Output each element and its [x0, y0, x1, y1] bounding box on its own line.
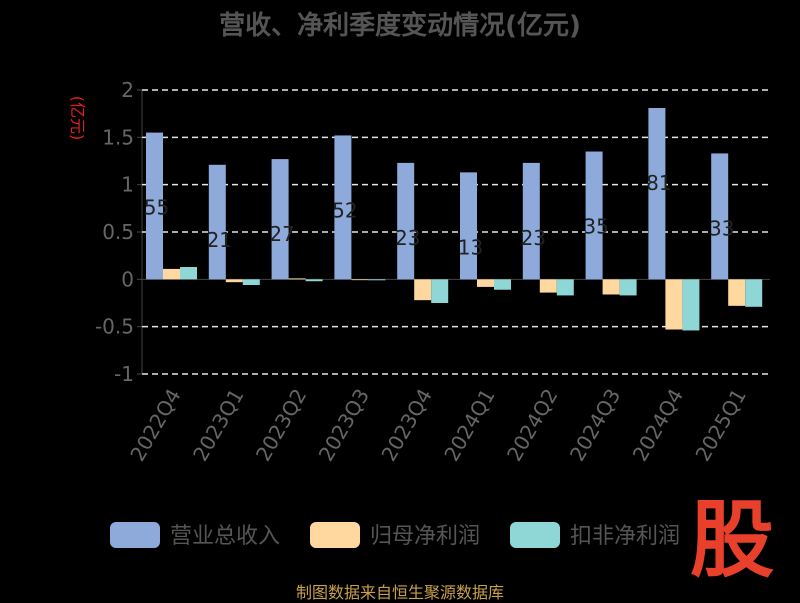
y-tick-label: 1 — [121, 173, 134, 197]
chart-title: 营收、净利季度变动情况(亿元) — [219, 10, 581, 41]
bar-3 — [619, 279, 637, 296]
legend-swatch-1 — [110, 522, 160, 548]
y-tick-label: -0.5 — [95, 315, 134, 339]
bar-value-label: 23 — [521, 226, 546, 250]
y-axis-ticks: 2 1.5 1 0.5 0 -0.5 -1 — [95, 78, 142, 386]
y-tick-label: 0.5 — [102, 220, 134, 244]
source-note: 制图数据来自恒生聚源数据库 — [295, 583, 504, 602]
bar-3 — [556, 279, 574, 296]
bar-1 — [648, 107, 666, 280]
bar-3 — [494, 279, 511, 290]
x-tick-label: 2025Q1 — [690, 385, 750, 466]
bar-2 — [351, 279, 369, 281]
legend-label-1: 营业总收入 — [170, 524, 280, 549]
x-tick-label: 2023Q2 — [251, 385, 311, 466]
bar-value-label: 52 — [332, 198, 357, 222]
bar-2 — [602, 279, 620, 295]
bar-value-label: 27 — [269, 222, 294, 246]
bar-value-label: 23 — [395, 226, 420, 250]
bar-1 — [460, 172, 477, 280]
bar-3 — [305, 279, 323, 282]
bar-3 — [242, 279, 260, 286]
bar-2 — [414, 279, 432, 301]
legend-swatch-3 — [510, 522, 560, 548]
y-tick-label: 2 — [121, 78, 134, 102]
bar-2 — [225, 279, 243, 283]
y-tick-label: 1.5 — [102, 125, 134, 149]
legend-label-2: 归母净利润 — [370, 524, 480, 549]
bars: 55 21 27 52 23 13 23 35 81 33 — [144, 107, 763, 331]
x-tick-label: 2024Q4 — [628, 385, 688, 466]
bar-3 — [180, 267, 197, 280]
bar-2 — [728, 279, 746, 306]
bar-2 — [477, 279, 494, 287]
bar-3 — [745, 279, 763, 307]
bar-3 — [682, 279, 700, 331]
x-tick-label: 2023Q1 — [188, 385, 248, 466]
bar-2 — [539, 279, 557, 293]
bar-1 — [522, 162, 540, 280]
brand-logo: 股 — [690, 490, 775, 589]
x-tick-label: 2024Q2 — [502, 385, 562, 466]
bar-value-label: 33 — [709, 216, 734, 240]
bar-1 — [208, 164, 226, 280]
legend: 营业总收入 归母净利润 扣非净利润 — [110, 522, 680, 549]
y-axis-label: (亿元) — [68, 96, 87, 141]
bar-value-label: 81 — [646, 171, 671, 195]
x-tick-label: 2024Q3 — [565, 385, 625, 466]
legend-label-3: 扣非净利润 — [570, 524, 680, 549]
bar-value-label: 13 — [458, 235, 483, 259]
x-tick-label: 2023Q3 — [314, 385, 374, 466]
y-tick-label: -1 — [114, 362, 134, 386]
gridlines — [141, 89, 770, 375]
bar-1 — [334, 135, 352, 280]
bar-1 — [585, 151, 603, 280]
legend-swatch-2 — [310, 522, 360, 548]
bar-value-label: 35 — [583, 215, 608, 239]
bar-1 — [146, 132, 163, 280]
x-tick-label: 2023Q4 — [376, 385, 436, 466]
bar-1 — [271, 159, 289, 280]
bar-3 — [368, 279, 386, 281]
x-tick-label: 2024Q1 — [439, 385, 499, 466]
bar-2 — [665, 279, 683, 330]
bar-3 — [431, 279, 449, 303]
x-axis-ticks: 2022Q4 2023Q1 2023Q2 2023Q3 2023Q4 2024Q1 2024… — [125, 385, 751, 466]
y-tick-label: 0 — [121, 267, 134, 291]
bar-1 — [711, 153, 729, 280]
bar-2 — [288, 278, 306, 280]
bar-2 — [163, 268, 180, 280]
bar-value-label: 55 — [144, 196, 169, 220]
bar-1 — [397, 162, 415, 280]
bar-value-label: 21 — [207, 228, 232, 252]
x-tick-label: 2022Q4 — [125, 385, 185, 466]
